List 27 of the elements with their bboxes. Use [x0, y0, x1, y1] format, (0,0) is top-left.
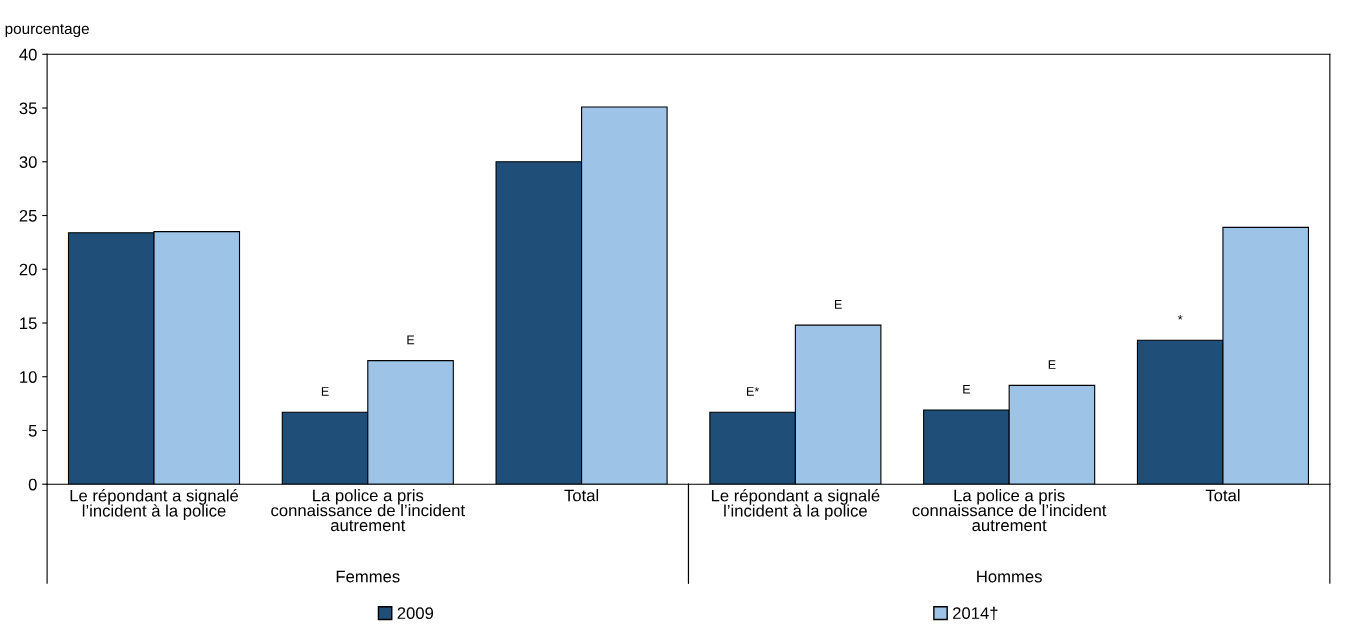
y-tick-label: 5 [28, 425, 37, 437]
text: Femmes [336, 570, 400, 583]
legend-label: 2014† [953, 606, 998, 620]
y-tick-label: 35 [19, 102, 37, 115]
x-tick-label: Total [1205, 489, 1240, 502]
y-tick-label: 0 [28, 478, 37, 491]
data-label: E [407, 335, 415, 345]
y-tick-label: 10 [20, 371, 37, 383]
data-label: E [321, 387, 329, 396]
y-tick-label: 30 [19, 156, 37, 168]
y-tick-label: 15 [20, 317, 37, 330]
data-label: E [963, 384, 971, 394]
x-tick-label: La police a pris connaissance de l’incident autrement [912, 489, 1107, 532]
legend-label: 2009 [397, 607, 434, 620]
x-tick-label: Le répondant a signalé l’incident à la police [70, 489, 239, 520]
y-tick-label: 25 [19, 209, 37, 222]
y-axis-title: pourcentage [5, 24, 89, 38]
text: Hommes [977, 570, 1042, 583]
x-tick-label: Le répondant a signalé l’incident à la police [711, 489, 880, 520]
y-tick-label: 40 [19, 48, 37, 61]
data-label: E* [747, 387, 760, 396]
y-tick-label: 20 [19, 263, 37, 276]
data-label: * [1177, 315, 1183, 320]
x-tick-label: Total [564, 489, 599, 502]
data-label: E [1048, 360, 1056, 369]
x-tick-label: La police a pris connaissance de l’incident autrement [271, 489, 465, 532]
data-label: E [834, 300, 842, 309]
